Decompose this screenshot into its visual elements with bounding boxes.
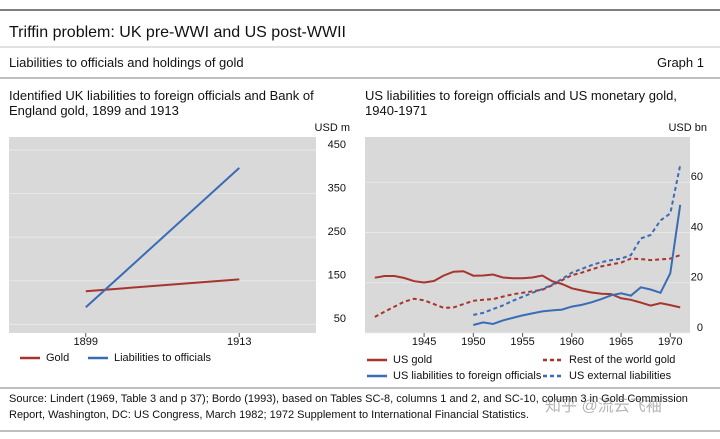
y-tick-label: 60 bbox=[691, 171, 703, 183]
unit-label: USD m bbox=[315, 122, 350, 134]
plot-area bbox=[9, 137, 316, 333]
legend-label: US gold bbox=[393, 354, 432, 366]
series-line bbox=[85, 278, 240, 293]
series-line bbox=[85, 167, 240, 309]
series-line bbox=[473, 204, 682, 326]
x-tick-label: 1950 bbox=[461, 336, 485, 348]
unit-label: USD bn bbox=[668, 122, 707, 134]
series-line bbox=[473, 164, 682, 316]
y-tick-label: 450 bbox=[328, 139, 346, 151]
title: Triffin problem: UK pre-WWI and US post-… bbox=[9, 24, 346, 41]
legend-label: US liabilities to foreign officials bbox=[393, 370, 542, 382]
x-tick-label: 1899 bbox=[74, 336, 98, 348]
x-tick-label: 1965 bbox=[609, 336, 633, 348]
legend-label: Rest of the world gold bbox=[569, 354, 675, 366]
x-tick-label: 1945 bbox=[412, 336, 436, 348]
legend-label: Liabilities to officials bbox=[114, 352, 212, 364]
legend-label: Gold bbox=[46, 352, 69, 364]
x-tick-label: 1960 bbox=[560, 336, 584, 348]
panel-title: US liabilities to foreign officials and … bbox=[365, 88, 677, 118]
graph-label: Graph 1 bbox=[657, 55, 704, 70]
series-line bbox=[374, 254, 681, 318]
y-tick-label: 0 bbox=[697, 322, 703, 334]
x-tick-label: 1955 bbox=[510, 336, 534, 348]
watermark: 知乎 @流云飞袖 bbox=[545, 398, 662, 415]
y-tick-label: 250 bbox=[328, 226, 346, 238]
legend-label: US external liabilities bbox=[569, 370, 672, 382]
y-tick-label: 50 bbox=[334, 313, 346, 325]
y-tick-label: 20 bbox=[691, 272, 703, 284]
x-tick-label: 1913 bbox=[227, 336, 251, 348]
panel-title: Identified UK liabilities to foreign off… bbox=[9, 88, 314, 118]
series-line bbox=[374, 270, 681, 309]
y-tick-label: 350 bbox=[328, 183, 346, 195]
subtitle: Liabilities to officials and holdings of… bbox=[9, 55, 244, 70]
x-tick-label: 1970 bbox=[658, 336, 682, 348]
y-tick-label: 150 bbox=[328, 270, 346, 282]
y-tick-label: 40 bbox=[691, 221, 703, 233]
source-note: Source: Lindert (1969, Table 3 and p 37)… bbox=[9, 393, 688, 421]
